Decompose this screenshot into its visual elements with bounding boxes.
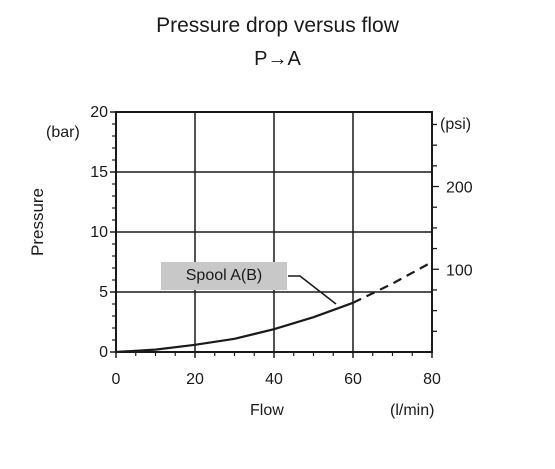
y-tick-label: 20 [90,104,108,121]
x-tick-label: 60 [344,371,362,388]
y-tick-label: 15 [90,164,108,181]
y-right-tick-label: 100 [446,262,473,279]
x-tick-label: 0 [112,371,121,388]
chart-subtitle: P→A [254,48,301,70]
y-right-tick-label: 200 [446,180,473,197]
series-line-dashed [352,261,433,304]
x-tick-label: 20 [186,371,204,388]
x-unit-label: (l/min) [390,402,435,419]
y-right-unit-label: (psi) [440,116,472,133]
series-label-spool-ab: Spool A(B) [161,262,287,290]
y-tick-label: 10 [90,224,108,241]
y-left-unit-label: (bar) [46,124,80,141]
x-tick-label: 40 [265,371,283,388]
x-tick-label: 80 [423,371,441,388]
series-line-solid [115,301,354,354]
series-label-leader [288,275,337,305]
x-axis-label: Flow [250,402,284,419]
y-tick-label: 5 [99,284,108,301]
y-tick-label: 0 [99,344,108,361]
chart-title: Pressure drop versus flow [156,14,399,37]
y-axis-label: Pressure [28,187,47,257]
